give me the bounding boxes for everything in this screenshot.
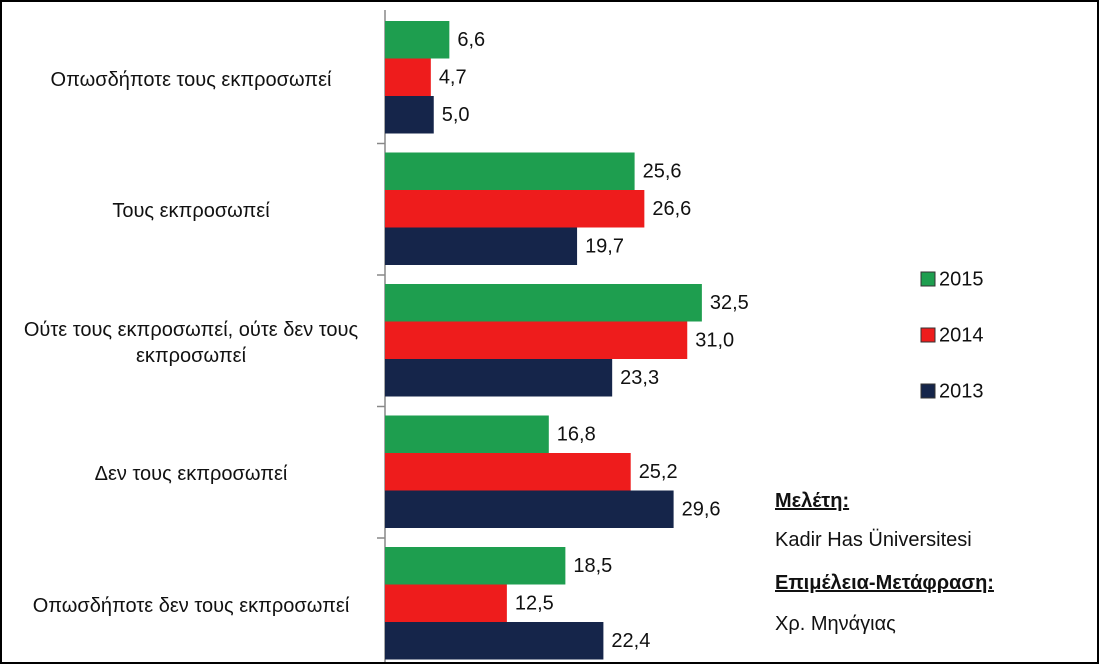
value-label: 22,4 <box>611 630 650 652</box>
legend-swatch <box>920 327 936 343</box>
category-label: Ούτε τους εκπροσωπεί, ούτε δεν τους εκπρ… <box>23 318 359 367</box>
value-label: 12,5 <box>515 593 554 615</box>
legend-label: 2013 <box>939 380 984 402</box>
bar <box>385 227 578 265</box>
category-label: Οπωσδήποτε τους εκπροσωπεί <box>50 68 332 91</box>
category-label: Δεν τους εκπροσωπεί <box>94 463 288 486</box>
category-label: Οπωσδήποτε δεν τους εκπροσωπεί <box>32 594 350 617</box>
note-label: Μελέτη: <box>775 490 850 512</box>
legend-label: 2015 <box>939 268 984 290</box>
bar <box>385 453 631 491</box>
note-label: Επιμέλεια-Μετάφραση: <box>775 572 994 594</box>
note-text: Χρ. Μηνάγιας <box>775 613 896 635</box>
bar <box>385 58 431 96</box>
category-label: Τους εκπροσωπεί <box>112 200 270 223</box>
bar <box>385 284 702 322</box>
value-label: 25,2 <box>639 461 678 483</box>
legend-swatch <box>920 383 936 399</box>
value-label: 26,6 <box>652 198 691 220</box>
bar <box>385 359 613 397</box>
value-label: 19,7 <box>585 236 624 258</box>
value-label: 4,7 <box>439 67 467 89</box>
bar <box>385 152 635 190</box>
bar <box>385 415 549 453</box>
value-label: 18,5 <box>573 555 612 577</box>
bar <box>385 190 645 228</box>
value-label: 6,6 <box>457 29 485 51</box>
bar <box>385 321 688 359</box>
value-label: 31,0 <box>695 330 734 352</box>
bar <box>385 96 434 134</box>
value-label: 23,3 <box>620 367 659 389</box>
note-text: Kadir Has Üniversitesi <box>775 529 972 551</box>
value-label: 5,0 <box>442 104 470 126</box>
legend-label: 2014 <box>939 324 984 346</box>
bar <box>385 622 604 660</box>
legend-swatch <box>920 271 936 287</box>
value-label: 32,5 <box>710 292 749 314</box>
value-label: 25,6 <box>643 161 682 183</box>
value-label: 29,6 <box>682 499 721 521</box>
bar <box>385 547 566 585</box>
bar <box>385 584 507 622</box>
bar <box>385 490 674 528</box>
bar <box>385 21 450 59</box>
value-label: 16,8 <box>557 424 596 446</box>
